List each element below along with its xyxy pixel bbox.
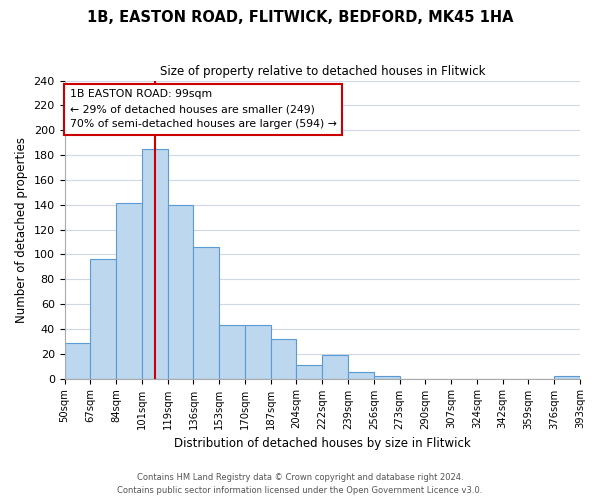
Text: Contains HM Land Registry data © Crown copyright and database right 2024.
Contai: Contains HM Land Registry data © Crown c…	[118, 474, 482, 495]
Bar	[142, 149, 167, 378]
Bar	[296, 365, 322, 378]
Bar	[348, 372, 374, 378]
Bar	[219, 325, 245, 378]
Bar	[65, 342, 91, 378]
Bar	[245, 325, 271, 378]
Text: 1B EASTON ROAD: 99sqm
← 29% of detached houses are smaller (249)
70% of semi-det: 1B EASTON ROAD: 99sqm ← 29% of detached …	[70, 90, 337, 129]
X-axis label: Distribution of detached houses by size in Flitwick: Distribution of detached houses by size …	[174, 437, 470, 450]
Bar	[116, 204, 142, 378]
Bar	[167, 204, 193, 378]
Title: Size of property relative to detached houses in Flitwick: Size of property relative to detached ho…	[160, 65, 485, 78]
Bar	[554, 376, 580, 378]
Bar	[91, 260, 116, 378]
Bar	[271, 339, 296, 378]
Bar	[374, 376, 400, 378]
Y-axis label: Number of detached properties: Number of detached properties	[15, 136, 28, 322]
Bar	[193, 247, 219, 378]
Bar	[322, 355, 348, 378]
Text: 1B, EASTON ROAD, FLITWICK, BEDFORD, MK45 1HA: 1B, EASTON ROAD, FLITWICK, BEDFORD, MK45…	[87, 10, 513, 25]
